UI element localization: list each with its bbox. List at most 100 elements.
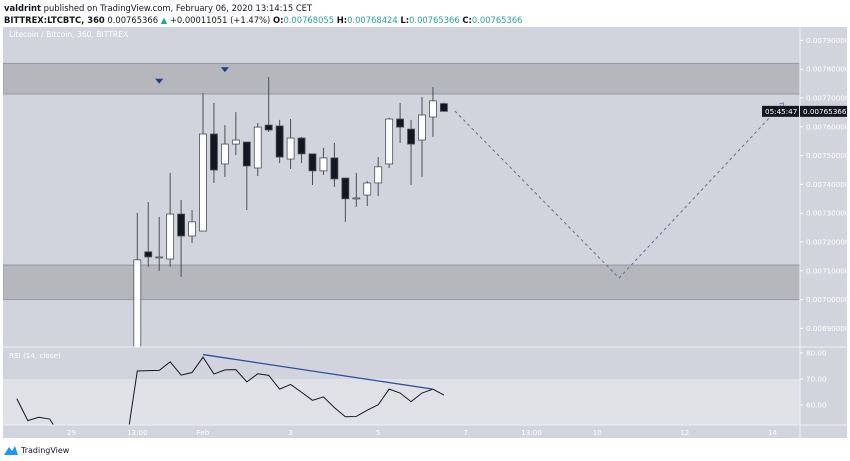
publisher-name: valdrint [4, 3, 41, 13]
candle [396, 102, 405, 143]
candle [144, 201, 153, 267]
time-tick-label: Feb [197, 428, 210, 437]
candle [439, 102, 448, 112]
publish-info: valdrint published on TradingView.com, F… [4, 3, 312, 13]
tradingview-logo[interactable]: TradingView [4, 445, 69, 455]
candle [231, 112, 240, 156]
candle [429, 87, 437, 137]
price-tick-label: 0.00730000 [806, 209, 850, 218]
price-tick-label: 0.00700000 [806, 295, 850, 304]
rsi-trendline [202, 353, 434, 390]
candle-body-up [188, 221, 196, 237]
chart-title: Litecoin / Bitcoin, 360, BITTREX [9, 30, 128, 39]
price-tick-label: 0.00770000 [806, 94, 850, 103]
rsi-plot [16, 353, 445, 425]
time-tick-label: 5 [376, 428, 381, 437]
candle-body-up [319, 157, 328, 172]
candle [220, 125, 229, 177]
candle [177, 199, 186, 277]
rsi-band [3, 379, 800, 425]
candle [374, 157, 383, 196]
candle-body-down [308, 153, 317, 172]
candle-body-down [242, 141, 251, 167]
price-tick-label: 0.00750000 [806, 151, 850, 160]
candle [188, 210, 196, 243]
candle [363, 180, 372, 206]
price-tick-label: 0.00780000 [806, 65, 850, 74]
candle-body-up [155, 256, 164, 259]
candle [275, 119, 284, 164]
low-value: 0.00765366 [409, 15, 460, 25]
candle [199, 93, 207, 232]
zone-resistance [3, 62, 800, 95]
low-label: L: [400, 15, 410, 25]
current-price-label: 0.00765366 [803, 107, 847, 116]
candle-body-up [352, 197, 361, 200]
countdown-label: 05:45:47 [765, 107, 797, 116]
candle [155, 216, 164, 271]
close-label: C: [462, 15, 472, 25]
up-arrow-icon: ▲ [160, 15, 168, 25]
brand-name: TradingView [21, 445, 70, 455]
rsi-tick-label: 60.00 [806, 401, 827, 410]
high-value: 0.00768424 [347, 15, 398, 25]
candle-body-down [264, 124, 273, 131]
candle-body-down [144, 251, 153, 258]
candle-body-down [210, 133, 218, 171]
close-value: 0.00765366 [471, 15, 523, 25]
candle-body-down [407, 128, 415, 145]
open-label: O: [272, 15, 284, 25]
candle [341, 177, 350, 222]
candle-body-down [396, 118, 405, 128]
candle [286, 119, 295, 169]
time-tick-label: 13:00 [521, 428, 542, 437]
candle [407, 119, 415, 185]
candle [319, 147, 328, 175]
time-tick-label: 10 [593, 428, 603, 437]
projection-path [454, 102, 784, 279]
candle-body-up [418, 114, 426, 141]
time-tick-label: 7 [464, 428, 469, 437]
candle [166, 172, 175, 267]
zone-support [3, 264, 800, 301]
candle [330, 142, 339, 187]
price-tick-label: 0.00790000 [806, 36, 850, 45]
candle-body-up [231, 139, 240, 145]
price-tick-label: 0.00760000 [806, 122, 850, 131]
rsi-tick-label: 80.00 [806, 349, 827, 358]
candle-body-up [286, 137, 295, 160]
candle-body-up [385, 118, 394, 165]
price-tick-label: 0.00690000 [806, 324, 850, 333]
candle [385, 117, 394, 168]
candle [297, 136, 306, 164]
price-tick-label: 0.00720000 [806, 238, 850, 247]
chart-background [3, 27, 847, 438]
last-price: 0.00765366 [107, 15, 159, 25]
candle-body-up [133, 259, 142, 347]
projection-arrow-icon [779, 102, 784, 107]
candle-body-down [275, 125, 284, 158]
candle-body-up [220, 143, 229, 165]
candle-body-up [374, 166, 383, 184]
rsi-label: RSI (14, close) [9, 351, 61, 360]
price-tick-label: 0.00740000 [806, 180, 850, 189]
candle [352, 172, 361, 207]
candle-body-up [363, 182, 372, 196]
candle [133, 212, 142, 347]
candle [242, 141, 251, 211]
tradingview-icon [4, 446, 18, 455]
symbol-info: BITTREX:LTCBTC, 360 0.00765366 ▲ +0.0001… [4, 15, 523, 25]
price-tick-label: 0.00710000 [806, 266, 850, 275]
candle [308, 153, 317, 185]
time-tick-label: 13:00 [127, 428, 148, 437]
arrow-down-marker-icon [155, 78, 164, 84]
candle-body-down [341, 177, 350, 200]
arrow-down-marker-icon [220, 67, 229, 73]
time-tick-label: 3 [288, 428, 293, 437]
candle-body-up [429, 100, 437, 118]
candle [210, 102, 218, 183]
candle [418, 97, 426, 177]
price-change: +0.00011051 (+1.47%) [169, 15, 271, 25]
candle [253, 123, 262, 177]
